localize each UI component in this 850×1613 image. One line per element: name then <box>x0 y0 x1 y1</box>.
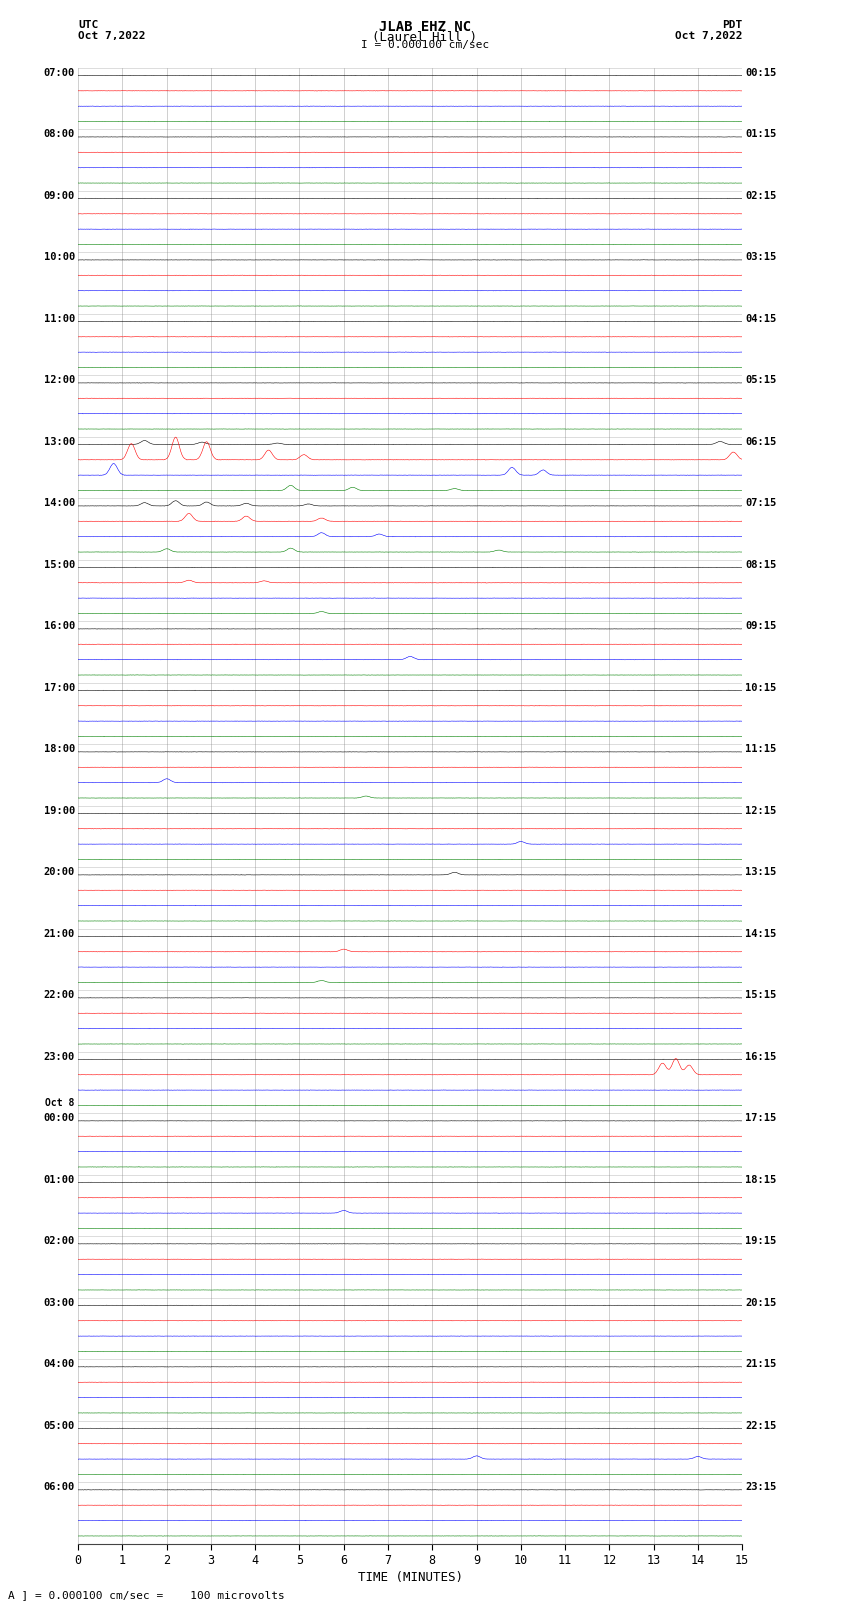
Text: 01:15: 01:15 <box>745 129 777 139</box>
Text: 03:15: 03:15 <box>745 252 777 263</box>
Text: 17:00: 17:00 <box>43 682 75 692</box>
Text: UTC: UTC <box>78 19 99 31</box>
Text: 23:15: 23:15 <box>745 1482 777 1492</box>
Text: 09:15: 09:15 <box>745 621 777 631</box>
Text: 11:15: 11:15 <box>745 744 777 755</box>
Text: 04:15: 04:15 <box>745 313 777 324</box>
Text: Oct 7,2022: Oct 7,2022 <box>675 31 742 42</box>
Text: 09:00: 09:00 <box>43 190 75 200</box>
Text: 06:15: 06:15 <box>745 437 777 447</box>
Text: 21:00: 21:00 <box>43 929 75 939</box>
Text: 07:15: 07:15 <box>745 498 777 508</box>
Text: 23:00: 23:00 <box>43 1052 75 1061</box>
Text: 07:00: 07:00 <box>43 68 75 77</box>
X-axis label: TIME (MINUTES): TIME (MINUTES) <box>358 1571 462 1584</box>
Text: JLAB EHZ NC: JLAB EHZ NC <box>379 19 471 34</box>
Text: 19:15: 19:15 <box>745 1236 777 1247</box>
Text: 10:15: 10:15 <box>745 682 777 692</box>
Text: 22:15: 22:15 <box>745 1421 777 1431</box>
Text: A ] = 0.000100 cm/sec =    100 microvolts: A ] = 0.000100 cm/sec = 100 microvolts <box>8 1590 286 1600</box>
Text: 05:15: 05:15 <box>745 376 777 386</box>
Text: 19:00: 19:00 <box>43 806 75 816</box>
Text: 08:15: 08:15 <box>745 560 777 569</box>
Text: 20:00: 20:00 <box>43 868 75 877</box>
Text: 15:15: 15:15 <box>745 990 777 1000</box>
Text: 16:00: 16:00 <box>43 621 75 631</box>
Text: 18:00: 18:00 <box>43 744 75 755</box>
Text: I = 0.000100 cm/sec: I = 0.000100 cm/sec <box>361 40 489 50</box>
Text: 06:00: 06:00 <box>43 1482 75 1492</box>
Text: 11:00: 11:00 <box>43 313 75 324</box>
Text: 12:15: 12:15 <box>745 806 777 816</box>
Text: 04:00: 04:00 <box>43 1360 75 1369</box>
Text: 05:00: 05:00 <box>43 1421 75 1431</box>
Text: 10:00: 10:00 <box>43 252 75 263</box>
Text: 15:00: 15:00 <box>43 560 75 569</box>
Text: Oct 8: Oct 8 <box>45 1098 75 1108</box>
Text: 00:00: 00:00 <box>43 1113 75 1123</box>
Text: 14:15: 14:15 <box>745 929 777 939</box>
Text: 01:00: 01:00 <box>43 1174 75 1184</box>
Text: 12:00: 12:00 <box>43 376 75 386</box>
Text: 13:15: 13:15 <box>745 868 777 877</box>
Text: (Laurel Hill ): (Laurel Hill ) <box>372 31 478 45</box>
Text: 20:15: 20:15 <box>745 1297 777 1308</box>
Text: 17:15: 17:15 <box>745 1113 777 1123</box>
Text: 16:15: 16:15 <box>745 1052 777 1061</box>
Text: Oct 7,2022: Oct 7,2022 <box>78 31 145 42</box>
Text: 02:00: 02:00 <box>43 1236 75 1247</box>
Text: 18:15: 18:15 <box>745 1174 777 1184</box>
Text: 03:00: 03:00 <box>43 1297 75 1308</box>
Text: 08:00: 08:00 <box>43 129 75 139</box>
Text: 21:15: 21:15 <box>745 1360 777 1369</box>
Text: PDT: PDT <box>722 19 742 31</box>
Text: 22:00: 22:00 <box>43 990 75 1000</box>
Text: 02:15: 02:15 <box>745 190 777 200</box>
Text: 13:00: 13:00 <box>43 437 75 447</box>
Text: 14:00: 14:00 <box>43 498 75 508</box>
Text: 00:15: 00:15 <box>745 68 777 77</box>
